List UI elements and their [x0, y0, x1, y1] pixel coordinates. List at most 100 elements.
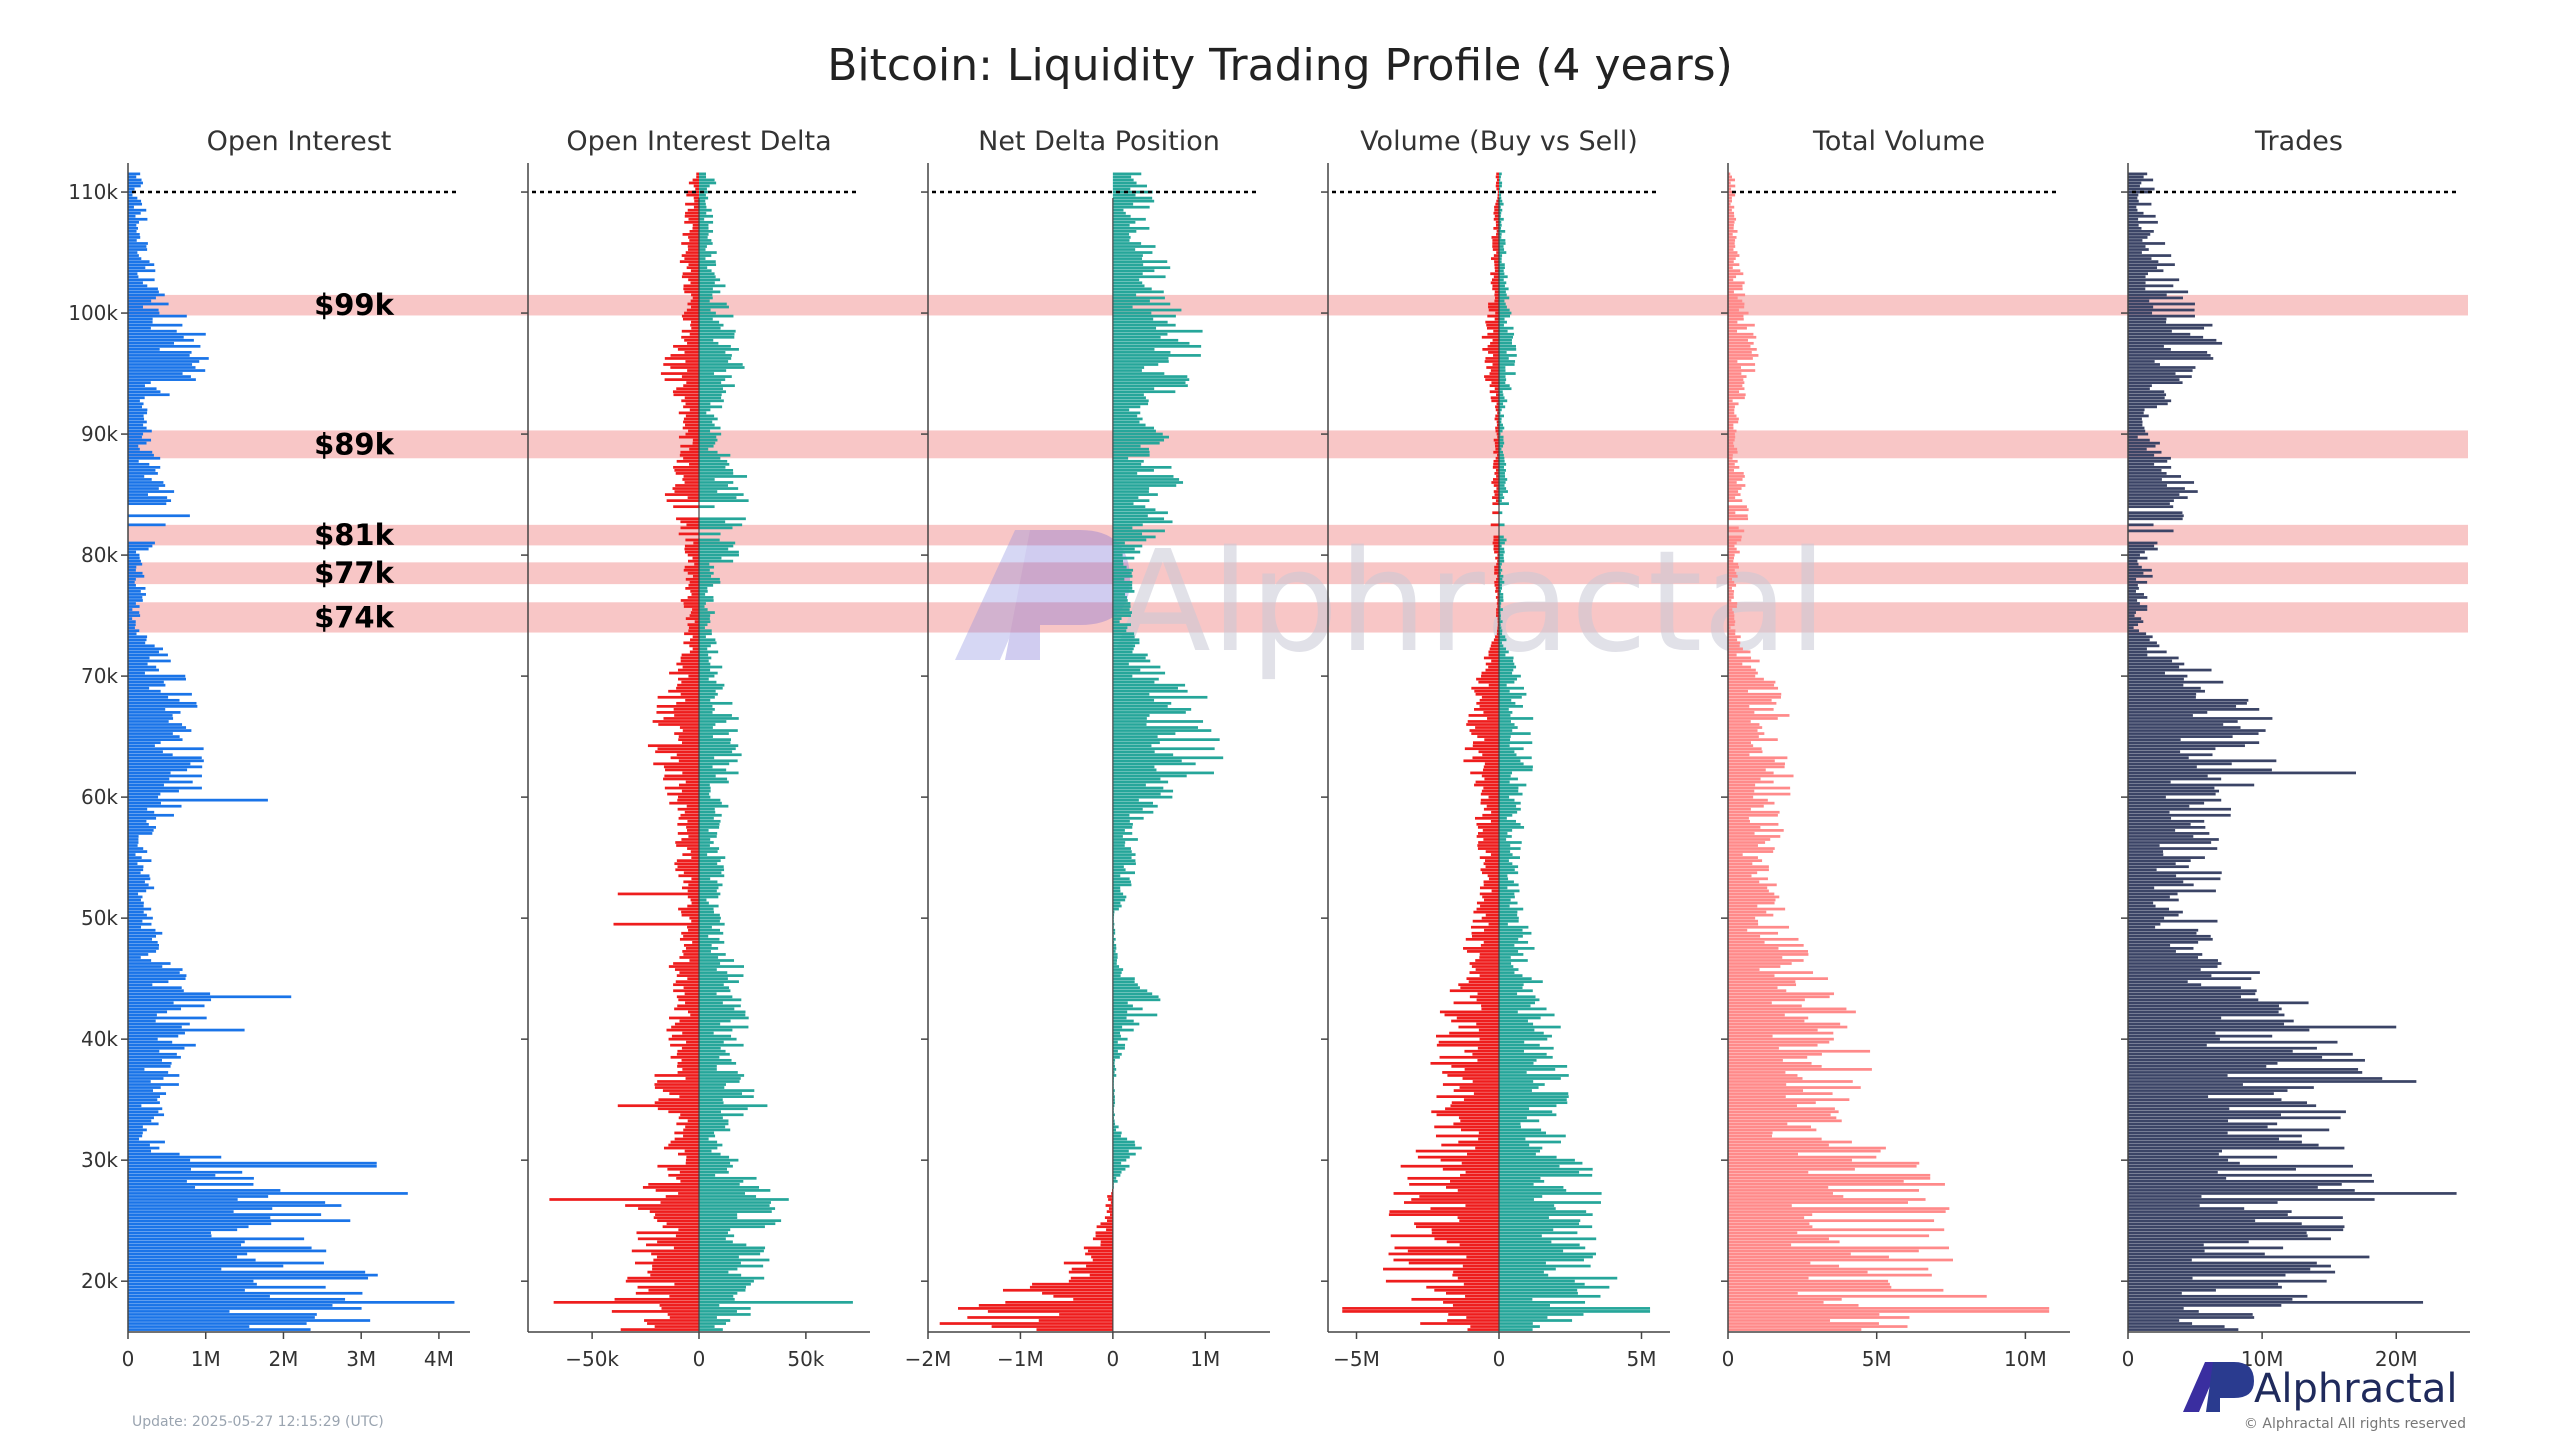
bar-negative	[664, 378, 699, 381]
bar	[2128, 717, 2273, 720]
bar-positive	[1499, 662, 1515, 666]
bar-positive	[699, 801, 722, 805]
bar	[2128, 1310, 2199, 1313]
bar	[1728, 245, 1736, 248]
bar	[128, 329, 177, 333]
bar	[2128, 1300, 2424, 1304]
bar	[128, 550, 137, 554]
bar-positive	[1499, 937, 1519, 941]
bar-positive	[699, 1204, 770, 1207]
bar-negative	[668, 1173, 699, 1177]
bar-positive	[1499, 738, 1511, 741]
bar-negative	[676, 1176, 699, 1180]
bar-negative	[683, 953, 699, 956]
bar-positive	[1112, 723, 1147, 726]
bar-positive	[699, 1137, 709, 1141]
bar	[2128, 257, 2152, 260]
bar-positive	[699, 704, 713, 708]
bar-negative	[1451, 1019, 1499, 1023]
bar-negative	[1493, 275, 1499, 279]
bar-positive	[1499, 172, 1502, 176]
bar	[2128, 931, 2197, 935]
bar-positive	[1112, 199, 1155, 203]
bar	[1728, 341, 1754, 345]
bar-positive	[699, 1219, 782, 1223]
bar	[1728, 617, 1735, 620]
bar-positive	[699, 278, 721, 282]
bar-positive	[1112, 1013, 1158, 1017]
bar-negative	[674, 1131, 699, 1135]
bar	[128, 1255, 238, 1259]
bar	[128, 245, 147, 248]
bar-positive	[699, 965, 745, 968]
bar-positive	[699, 505, 715, 509]
bar	[2128, 1173, 2372, 1177]
bar-positive	[699, 302, 727, 306]
bar	[128, 299, 152, 303]
bar	[128, 729, 192, 732]
bar-negative	[679, 726, 699, 729]
bar-positive	[699, 1140, 718, 1144]
bar	[128, 1173, 216, 1177]
bar-negative	[684, 992, 699, 996]
bar	[2128, 1143, 2319, 1147]
bar-negative	[1458, 1116, 1499, 1120]
bar-positive	[1112, 662, 1129, 666]
bar-positive	[1112, 408, 1130, 412]
band-label: $99k	[314, 288, 395, 322]
bar	[128, 559, 141, 563]
bar-positive	[1499, 574, 1504, 578]
bar-negative	[687, 847, 699, 850]
bar-negative	[680, 656, 699, 660]
bar-negative	[686, 381, 699, 385]
bar-negative	[1415, 1225, 1499, 1229]
bar-positive	[1112, 1167, 1126, 1171]
bar-positive	[699, 269, 712, 273]
bar-negative	[1469, 995, 1499, 999]
bar-positive	[699, 562, 710, 566]
bar	[128, 1186, 196, 1189]
bar	[128, 435, 142, 439]
bar	[128, 947, 159, 950]
bar-positive	[1499, 1025, 1561, 1029]
bar	[1728, 1031, 1834, 1035]
bar-positive	[1499, 907, 1524, 911]
bar-positive	[699, 175, 707, 179]
bar	[2128, 774, 2208, 778]
bar-positive	[699, 1195, 757, 1198]
bar-negative	[685, 211, 699, 215]
bar-positive	[1112, 847, 1131, 850]
bar	[1728, 184, 1736, 188]
bar	[2128, 248, 2149, 251]
bar-negative	[1476, 822, 1499, 826]
bar-positive	[699, 826, 720, 829]
bar-positive	[699, 550, 739, 554]
bar	[128, 587, 146, 590]
bar-negative	[1481, 789, 1499, 793]
bar-negative	[1463, 947, 1499, 950]
bar	[128, 1098, 158, 1102]
bar	[128, 1134, 143, 1138]
bar	[2128, 299, 2150, 303]
bar	[128, 426, 147, 430]
bar	[128, 883, 149, 887]
bar-negative	[647, 744, 699, 748]
bar-positive	[1112, 535, 1156, 539]
bar-negative	[1032, 1282, 1113, 1286]
bar	[128, 943, 160, 947]
bar-negative	[671, 1034, 699, 1038]
bar	[2128, 729, 2266, 732]
bar-positive	[1499, 490, 1508, 493]
bar	[2128, 889, 2216, 893]
bar-negative	[1488, 665, 1499, 669]
bar-negative	[694, 199, 699, 203]
bar-positive	[1499, 387, 1512, 391]
bar	[2128, 580, 2148, 584]
bar	[128, 1176, 254, 1180]
bar	[128, 1222, 272, 1226]
bar	[1728, 1065, 1822, 1068]
bar-negative	[691, 901, 699, 905]
bar-positive	[699, 348, 739, 351]
bar-negative	[692, 226, 699, 230]
bar-negative	[1403, 1201, 1499, 1204]
